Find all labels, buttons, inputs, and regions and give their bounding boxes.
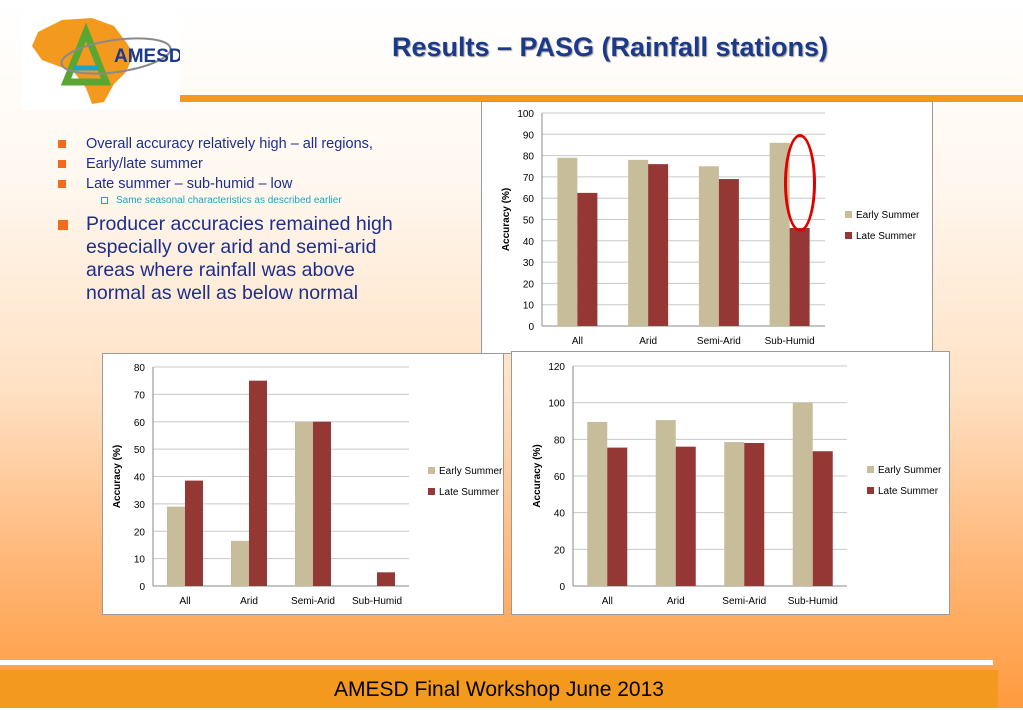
x-tick-label: Semi-Arid [697, 336, 741, 347]
legend-swatch [845, 211, 852, 218]
y-axis-label: Accuracy (%) [501, 188, 512, 251]
y-tick-label: 50 [523, 216, 535, 227]
bullet-main-item: Producer accuracies remained high especi… [58, 213, 406, 305]
legend-label: Early Summer [439, 466, 503, 477]
x-tick-label: Sub-Humid [352, 596, 402, 607]
y-tick-label: 50 [134, 445, 146, 456]
bar-early-summer [628, 159, 649, 326]
legend-label: Early Summer [856, 210, 920, 221]
y-tick-label: 30 [134, 500, 146, 511]
bar-early-summer [231, 540, 249, 586]
legend-swatch [428, 467, 435, 474]
bullet-item: Overall accuracy relatively high – all r… [58, 134, 478, 154]
x-tick-label: Sub-Humid [765, 336, 815, 347]
bar-early-summer [587, 421, 608, 586]
x-tick-label: Semi-Arid [722, 596, 766, 607]
bar-late-summer [313, 421, 331, 586]
chart-svg: 0 20 40 60 80 100 120 Accuracy (%) All Arid Semi-A… [532, 362, 942, 607]
y-tick-label: 60 [523, 194, 535, 205]
bar-late-summer [377, 572, 395, 586]
bar-late-summer [812, 451, 833, 586]
y-tick-label: 20 [523, 279, 535, 290]
highlight-ellipse [784, 134, 816, 232]
bar-late-summer [718, 179, 739, 326]
y-tick-label: 0 [139, 582, 145, 593]
legend-label: Late Summer [856, 231, 917, 242]
bullet-item: Late summer – sub-humid – low [58, 174, 478, 194]
bullet-list: Overall accuracy relatively high – all r… [58, 134, 478, 305]
bar-early-summer [724, 442, 745, 586]
bar-early-summer [167, 506, 185, 586]
africa-logo-icon: AMESD [32, 18, 183, 104]
bar-late-summer [744, 443, 765, 586]
y-tick-label: 20 [554, 545, 566, 556]
y-tick-label: 60 [134, 418, 146, 429]
bar-early-summer [557, 157, 578, 326]
chart-bottom-right: 0 20 40 60 80 100 120 Accuracy (%) All Arid Semi-A… [511, 351, 950, 615]
legend-label: Early Summer [878, 465, 942, 476]
header-bar [180, 95, 1023, 102]
y-tick-label: 80 [554, 435, 566, 446]
footer: AMESD Final Workshop June 2013 [0, 670, 998, 708]
legend-label: Late Summer [439, 487, 500, 498]
bar-late-summer [675, 446, 696, 586]
legend-swatch [428, 488, 435, 495]
x-tick-label: All [602, 596, 613, 607]
y-tick-label: 0 [528, 322, 534, 333]
legend-swatch [867, 466, 874, 473]
bar-early-summer [655, 420, 676, 586]
bar-early-summer [792, 402, 813, 586]
x-tick-label: Arid [667, 596, 685, 607]
amesd-logo: AMESD [22, 12, 183, 110]
y-tick-label: 100 [548, 399, 565, 410]
legend-swatch [845, 232, 852, 239]
x-tick-label: Arid [639, 336, 657, 347]
chart-svg: 0 10 20 30 40 50 60 70 80 Accuracy (%) All Arid Semi… [112, 363, 503, 607]
bullet-item: Early/late summer [58, 154, 478, 174]
y-tick-label: 10 [523, 301, 535, 312]
y-axis-label: Accuracy (%) [112, 445, 123, 508]
x-tick-label: All [179, 596, 190, 607]
y-tick-label: 120 [548, 362, 565, 373]
slide-title: Results – PASG (Rainfall stations) [391, 32, 829, 62]
y-tick-label: 60 [554, 472, 566, 483]
bar-late-summer [577, 192, 598, 326]
y-tick-label: 100 [517, 109, 534, 120]
chart-svg: 0 10 20 30 40 50 60 70 80 90 100 Accuracy (%) All Ari… [501, 109, 920, 347]
legend-label: Late Summer [878, 486, 939, 497]
y-tick-label: 0 [559, 582, 565, 593]
x-tick-label: All [572, 336, 583, 347]
bar-late-summer [185, 480, 203, 586]
chart-top-right: 0 10 20 30 40 50 60 70 80 90 100 Accuracy (%) All Ari… [481, 101, 933, 354]
y-tick-label: 70 [523, 173, 535, 184]
x-tick-label: Sub-Humid [788, 596, 838, 607]
y-tick-label: 80 [523, 152, 535, 163]
legend-swatch [867, 487, 874, 494]
y-tick-label: 20 [134, 527, 146, 538]
y-tick-label: 10 [134, 555, 146, 566]
y-tick-label: 40 [554, 509, 566, 520]
chart-bottom-left: 0 10 20 30 40 50 60 70 80 Accuracy (%) All Arid Semi… [102, 353, 504, 615]
x-tick-label: Arid [240, 596, 258, 607]
bullet-sub-item: Same seasonal characteristics as describ… [58, 194, 478, 208]
bar-late-summer [789, 228, 810, 326]
y-tick-label: 80 [134, 363, 146, 374]
bar-early-summer [698, 166, 719, 326]
x-tick-label: Semi-Arid [291, 596, 335, 607]
logo-text: AMESD [114, 46, 180, 67]
bar-late-summer [607, 447, 628, 586]
y-tick-label: 70 [134, 390, 146, 401]
footer-divider [0, 660, 993, 665]
y-tick-label: 40 [134, 473, 146, 484]
y-tick-label: 90 [523, 130, 535, 141]
bar-early-summer [295, 421, 313, 586]
y-tick-label: 30 [523, 258, 535, 269]
y-axis-label: Accuracy (%) [532, 444, 543, 507]
bar-late-summer [648, 164, 669, 326]
bar-late-summer [249, 380, 267, 586]
y-tick-label: 40 [523, 237, 535, 248]
